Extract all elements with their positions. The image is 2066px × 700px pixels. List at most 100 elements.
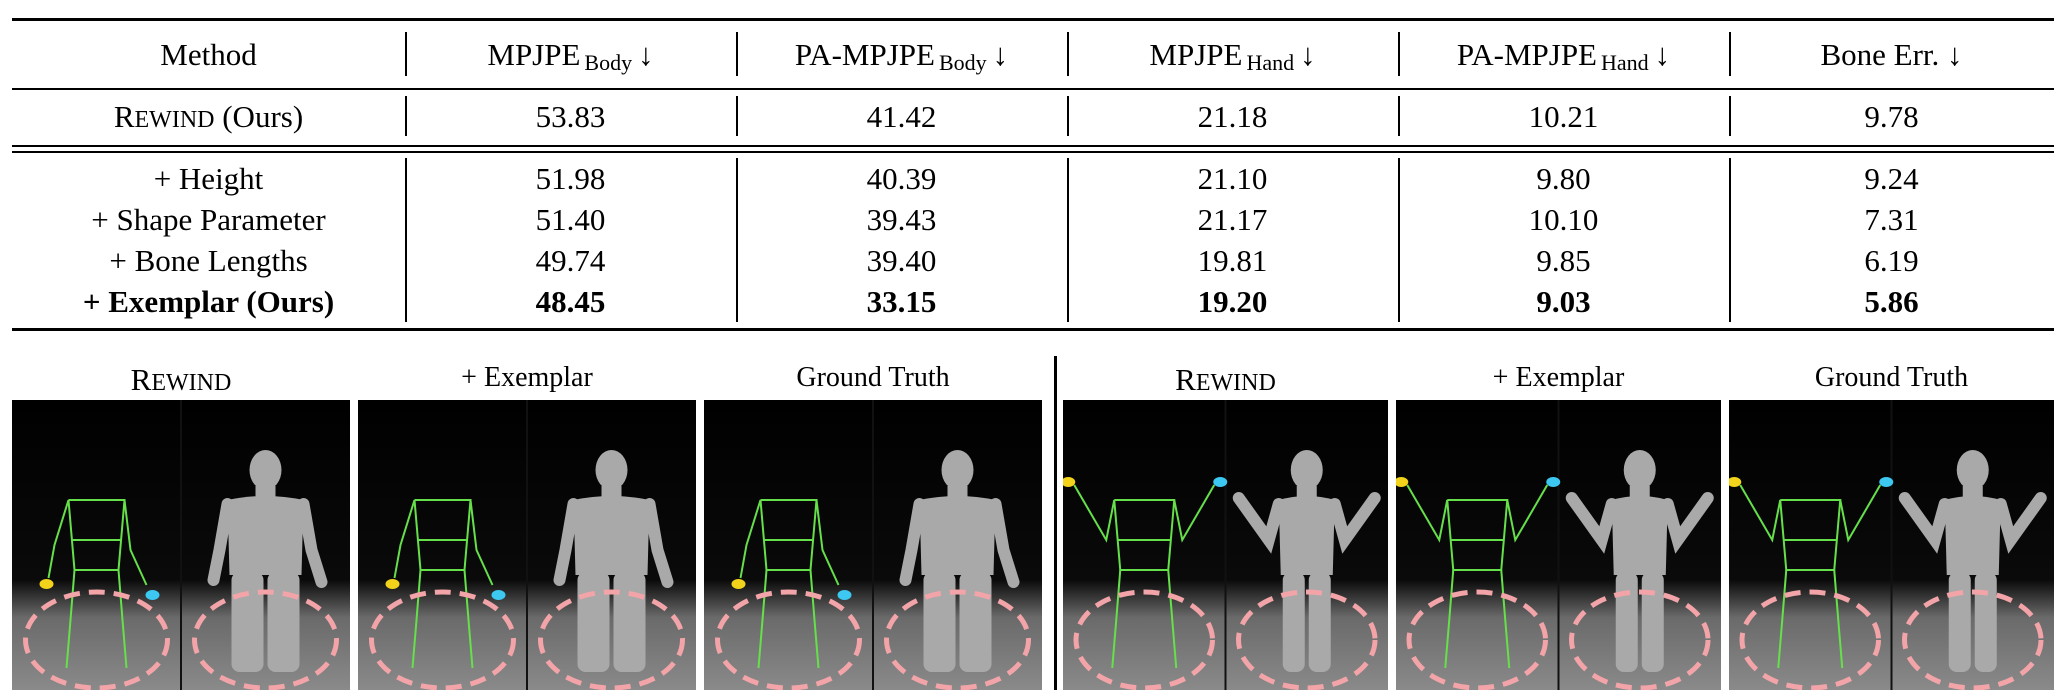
table-cell: 6.19 (1864, 242, 1919, 278)
mid-rule-b (12, 151, 2054, 153)
skeleton-figure (1739, 484, 1882, 669)
table-cell: 7.31 (1864, 201, 1919, 237)
right-hand-keypoints (1879, 477, 1894, 487)
header-mpjpe-body: MPJPE Body ↓ (487, 36, 654, 75)
column-separator (1067, 96, 1069, 136)
table-cell: 10.10 (1528, 201, 1599, 237)
panel-label-ground-truth-left: Ground Truth (796, 362, 950, 393)
right-hand-keypoints (1213, 477, 1228, 487)
left-hand-keypoints (1729, 477, 1742, 487)
header-method: Method (160, 36, 257, 72)
column-separator (405, 158, 407, 322)
panel-label-ground-truth-right: Ground Truth (1814, 362, 1969, 393)
table-row: + Shape Parameter 51.40 39.43 21.17 10.1… (12, 199, 2054, 239)
table-cell: 19.81 (1197, 242, 1268, 278)
body-mesh-figure (207, 450, 328, 672)
feet-highlight-circle (884, 589, 1031, 690)
feet-highlight-circle (1569, 589, 1711, 690)
skeleton-figure (393, 499, 494, 669)
render-panel (1729, 400, 2054, 690)
feet-highlight-circle (23, 589, 170, 690)
panel-label-rewind-right: REWIND (1175, 362, 1276, 397)
body-mesh-figure (1232, 450, 1381, 672)
table-cell: 53.83 (535, 98, 606, 134)
baseline-method: REWIND (Ours) (113, 98, 304, 134)
render-illustration (704, 400, 1042, 690)
table-cell: 21.18 (1197, 98, 1268, 134)
feet-highlight-circle (1236, 589, 1378, 690)
render-panel (1396, 400, 1721, 690)
left-hand-keypoints (39, 579, 54, 589)
render-panel (704, 400, 1042, 690)
table-cell: 5.86 (1864, 283, 1919, 319)
render-panel (358, 400, 696, 690)
column-separator (736, 158, 738, 322)
feet-highlight-circle (192, 589, 339, 690)
table-cell: 19.20 (1197, 283, 1268, 319)
header-bone-error: Bone Err. ↓ (1820, 36, 1963, 72)
left-hand-keypoints (731, 579, 746, 589)
left-hand-keypoints (1063, 477, 1076, 487)
column-separator (1398, 32, 1400, 76)
right-hand-keypoints (837, 590, 852, 600)
render-panel (12, 400, 350, 690)
render-panel (1063, 400, 1388, 690)
table-cell: 21.10 (1197, 160, 1268, 196)
skeleton-figure (1406, 484, 1549, 669)
feet-highlight-circle (715, 589, 862, 690)
feet-highlight-circle (1739, 589, 1881, 690)
skeleton-figure (47, 499, 148, 669)
table-cell: 33.15 (866, 283, 937, 319)
table-cell: 51.40 (535, 201, 606, 237)
column-separator (405, 32, 407, 76)
table-cell: 48.45 (535, 283, 606, 319)
feet-highlight-circle (1406, 589, 1548, 690)
right-hand-keypoints (145, 590, 160, 600)
panel-label-exemplar-right: + Exemplar (1492, 362, 1625, 393)
feet-highlight-circle (1073, 589, 1215, 690)
header-rule (12, 88, 2054, 90)
row-method: + Bone Lengths (109, 242, 308, 278)
right-hand-keypoints (1546, 477, 1561, 487)
table-cell: 21.17 (1197, 201, 1268, 237)
column-separator (1729, 158, 1731, 322)
body-mesh-figure (1565, 450, 1714, 672)
render-illustration (358, 400, 696, 690)
body-mesh-figure (899, 450, 1020, 672)
table-row-baseline: REWIND (Ours) 53.83 41.42 21.18 10.21 9.… (12, 94, 2054, 138)
row-method: + Shape Parameter (91, 201, 326, 237)
panel-label-rewind-left: REWIND (130, 362, 232, 397)
header-pa-mpjpe-hand: PA-MPJPE Hand ↓ (1456, 36, 1671, 75)
right-hand-keypoints (491, 590, 506, 600)
table-row-best: + Exemplar (Ours) 48.45 33.15 19.20 9.03… (12, 281, 2054, 321)
feet-highlight-circle (538, 589, 685, 690)
column-separator (736, 96, 738, 136)
table-cell: 49.74 (535, 242, 606, 278)
skeleton-figure (739, 499, 840, 669)
column-separator (1398, 158, 1400, 322)
feet-highlight-circle (1902, 589, 2044, 690)
table-cell: 41.42 (866, 98, 937, 134)
header-mpjpe-hand: MPJPE Hand ↓ (1149, 36, 1316, 75)
table-row: + Height 51.98 40.39 21.10 9.80 9.24 (12, 158, 2054, 198)
table-cell: 9.80 (1536, 160, 1591, 196)
render-illustration (1396, 400, 1721, 690)
column-separator (736, 32, 738, 76)
header-pa-mpjpe-body: PA-MPJPE Body ↓ (794, 36, 1009, 75)
table-cell: 9.24 (1864, 160, 1919, 196)
column-separator (1729, 32, 1731, 76)
column-separator (1067, 158, 1069, 322)
table-cell: 9.03 (1536, 283, 1591, 319)
table-cell: 51.98 (535, 160, 606, 196)
figure-group-divider (1054, 356, 1057, 690)
render-illustration (1729, 400, 2054, 690)
row-method: + Exemplar (Ours) (82, 283, 335, 319)
row-method: + Height (153, 160, 264, 196)
body-mesh-figure (553, 450, 674, 672)
left-hand-keypoints (385, 579, 400, 589)
table-header-row: Method MPJPE Body ↓ PA-MPJPE Body ↓ MPJPE Han… (12, 32, 2054, 76)
table-cell: 39.40 (866, 242, 937, 278)
column-separator (1067, 32, 1069, 76)
feet-highlight-circle (369, 589, 516, 690)
column-separator (1398, 96, 1400, 136)
